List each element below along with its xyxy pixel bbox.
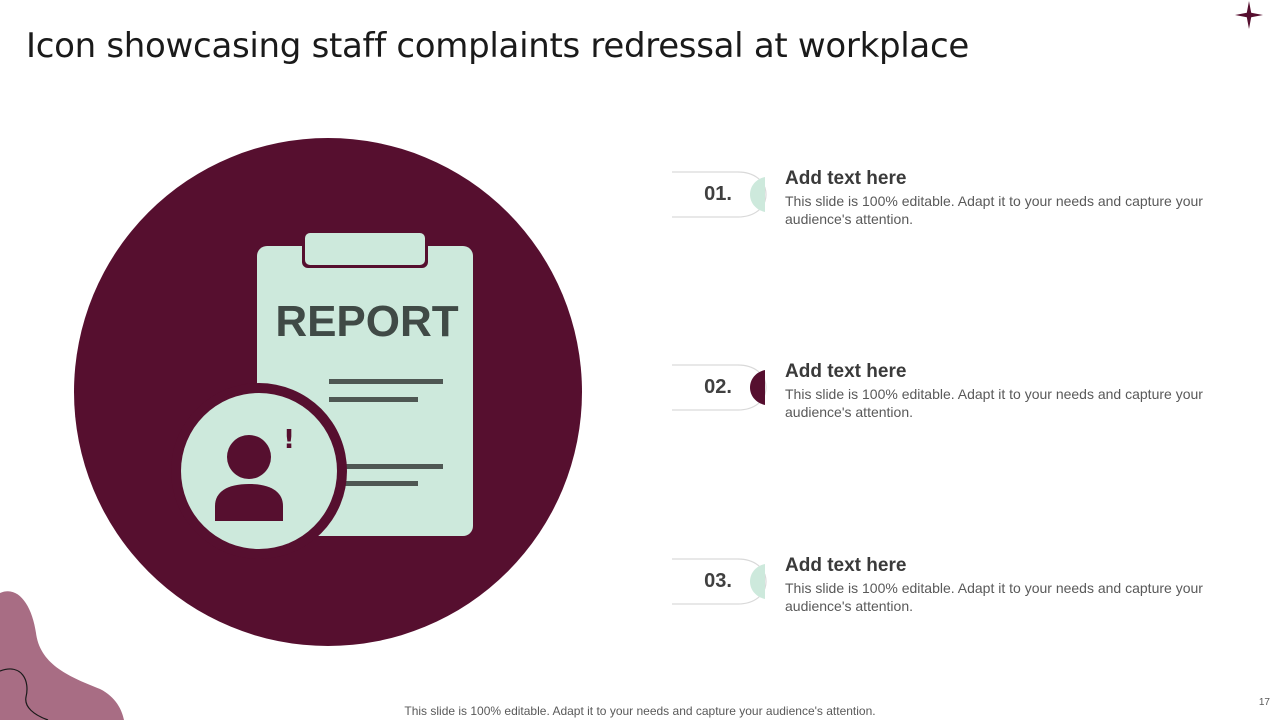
item-title: Add text here [785, 361, 907, 382]
number-badge: 03. [670, 558, 768, 605]
list-item: 02. Add text here This slide is 100% edi… [670, 361, 1250, 424]
item-number: 01. [704, 183, 732, 205]
item-number: 03. [704, 570, 732, 592]
decorative-blob-icon [0, 591, 124, 720]
list-item: 03. Add text here This slide is 100% edi… [670, 555, 1250, 618]
item-title: Add text here [785, 168, 907, 189]
footer-note: This slide is 100% editable. Adapt it to… [404, 704, 876, 718]
item-description: This slide is 100% editable. Adapt it to… [785, 580, 1203, 614]
report-illustration: REPORT ! [74, 138, 582, 646]
star-icon [1235, 1, 1263, 29]
report-label: REPORT [275, 297, 458, 346]
page-number: 17 [1258, 697, 1270, 708]
slide-title: Icon showcasing staff complaints redress… [26, 26, 969, 66]
number-badge: 01. [670, 171, 768, 218]
item-title: Add text here [785, 555, 907, 576]
alert-mark: ! [283, 425, 295, 455]
item-description: This slide is 100% editable. Adapt it to… [785, 193, 1203, 227]
number-badge: 02. [670, 364, 768, 411]
item-number: 02. [704, 376, 732, 398]
item-description: This slide is 100% editable. Adapt it to… [785, 386, 1203, 420]
list-item: 01. Add text here This slide is 100% edi… [670, 168, 1250, 231]
user-alert-icon: ! [171, 383, 347, 559]
